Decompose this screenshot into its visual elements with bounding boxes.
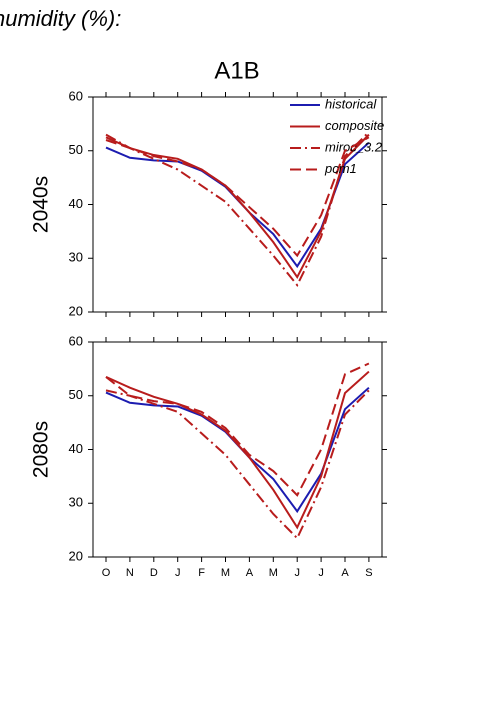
series-line: [105, 131, 370, 287]
y-axis-label: 2080s: [30, 421, 53, 478]
legend-label: pcm1: [324, 161, 357, 176]
x-tick-label: F: [198, 567, 205, 579]
x-tick-label: O: [102, 567, 111, 579]
series-line: [105, 362, 370, 497]
y-tick-label: 50: [69, 142, 83, 157]
suptitle: humidity (%):: [0, 6, 121, 31]
y-axis-label: 2040s: [30, 176, 53, 233]
y-tick-label: 60: [69, 333, 83, 348]
x-tick-label: A: [341, 567, 349, 579]
x-tick-label: M: [269, 567, 278, 579]
legend-label: composite: [325, 118, 384, 133]
y-tick-label: 30: [69, 250, 83, 265]
series-line: [105, 370, 370, 530]
series-line: [105, 136, 370, 258]
x-tick-label: N: [126, 567, 134, 579]
y-tick-label: 50: [69, 387, 83, 402]
series-line: [105, 389, 370, 540]
y-tick-label: 60: [69, 88, 83, 103]
series-line: [105, 133, 370, 280]
x-tick-label: J: [175, 567, 181, 579]
x-tick-label: J: [318, 567, 324, 579]
y-tick-label: 40: [69, 196, 83, 211]
y-tick-label: 20: [69, 303, 83, 318]
y-tick-label: 20: [69, 548, 83, 563]
x-tick-label: M: [221, 567, 230, 579]
legend-label: historical: [325, 96, 377, 111]
plot-frame: [92, 341, 383, 558]
y-tick-label: 30: [69, 495, 83, 510]
x-tick-label: A: [246, 567, 254, 579]
x-tick-label: S: [365, 567, 372, 579]
x-tick-label: J: [294, 567, 300, 579]
legend-label: miroc_3.2: [325, 139, 383, 154]
chart-title: A1B: [214, 57, 259, 84]
x-tick-label: D: [150, 567, 158, 579]
y-tick-label: 40: [69, 441, 83, 456]
